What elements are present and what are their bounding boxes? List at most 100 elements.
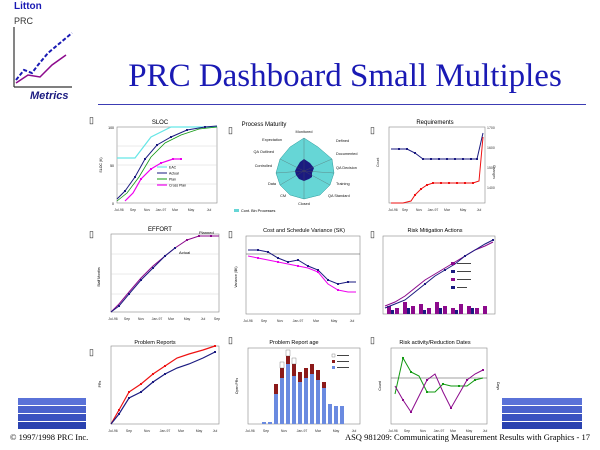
bullet-marker: ▯ [89,347,94,357]
svg-text:Jul-96: Jul-96 [243,319,253,323]
process-axis-label: CM [280,194,286,198]
svg-text:Sep: Sep [130,208,136,212]
svg-text:Jul: Jul [201,317,206,321]
problem-reports-chart: Problem Reports PRs Jul-96 Sep Nov Jan-97 M… [98,340,220,433]
sloc-legend-plan: Plan [169,178,176,182]
svg-text:Jan-97: Jan-97 [293,319,304,323]
bullet-marker: ▯ [89,229,94,239]
schedule-variance-markers [257,257,339,291]
svg-text:Sep: Sep [404,429,410,433]
sloc-title: SLOC [152,120,169,126]
risk-cumulative-markers [424,239,494,285]
svg-text:Mar: Mar [315,429,322,433]
svg-text:0: 0 [112,202,114,206]
svg-text:1700: 1700 [487,126,495,130]
effort-title: EFFORT [148,227,172,233]
svg-text:Nov: Nov [420,429,426,433]
svg-text:Mar: Mar [450,429,457,433]
svg-text:Jul: Jul [352,429,357,433]
svg-text:Sep: Sep [261,319,267,323]
sloc-plan-line [116,126,218,202]
problem-reports-closed-line [110,351,216,425]
effort-label-planned: Planned [199,230,214,235]
svg-text:May: May [196,429,203,433]
svg-text:Jul: Jul [477,208,482,212]
risk-cumulative-actual-line [384,239,494,309]
problem-age-title: Problem Report age [269,340,318,346]
svg-text:Nov: Nov [281,429,287,433]
bullet-marker: ▯ [370,335,375,345]
svg-text:Sep: Sep [124,317,130,321]
sloc-legend-actual: Actual [169,172,179,176]
bullet-marker: ▯ [228,335,233,345]
svg-text:Jul-96: Jul-96 [388,429,398,433]
sloc-legend-cross-plan: Cross Plan [169,184,186,188]
svg-text:Mar: Mar [313,319,320,323]
svg-text:Jul: Jul [207,208,212,212]
svg-text:Days: Days [496,382,500,390]
svg-text:Jul-96: Jul-96 [108,429,118,433]
sloc-eac-line [117,126,217,159]
process-axis-label: Data [268,182,277,186]
logo-tagline: Metrics [30,90,69,102]
svg-text:1400: 1400 [487,186,495,190]
bullet-marker: ▯ [228,229,233,239]
svg-text:Jan-97: Jan-97 [428,208,439,212]
svg-text:May: May [333,429,340,433]
problem-age-stacked-bars [262,349,344,424]
svg-text:SLOC (K): SLOC (K) [99,157,103,172]
process-axis-label: Training [336,182,350,186]
sloc-legend: EAC Actual Plan Cross Plan [157,166,186,188]
page-title: PRC Dashboard Small Multiples [128,58,562,94]
svg-text:Jul: Jul [350,319,355,323]
process-axis-label: Closed [298,202,310,206]
svg-text:Sep: Sep [214,317,220,321]
requirements-chart: Requirements Count Changes 1700 1600 1500 1… [376,120,496,212]
process-axis-label: QA Standard [328,194,350,198]
svg-text:Sep: Sep [263,429,269,433]
svg-text:1500: 1500 [487,166,495,170]
effort-actual-markers [118,247,176,307]
svg-text:Jan-97: Jan-97 [297,429,308,433]
logo-unit-name: PRC [14,16,34,26]
logo-graph-icon [13,27,73,88]
svg-text:May: May [188,208,195,212]
svg-text:Mar: Mar [444,208,451,212]
svg-text:Count: Count [376,158,380,167]
cost-variance-line [248,249,356,285]
process-title: Process Maturity [242,122,287,128]
requirements-total-line [391,132,484,160]
requirements-title: Requirements [416,120,453,126]
footer-citation: ASQ 981209: Communicating Measurement Re… [344,432,590,442]
svg-text:Sep: Sep [402,208,408,212]
svg-text:Jan-97: Jan-97 [152,317,163,321]
bullet-marker: ▯ [370,125,375,135]
process-actual-area [295,159,314,181]
svg-text:May: May [184,317,191,321]
svg-text:May: May [466,429,473,433]
svg-text:Nov: Nov [144,429,150,433]
svg-text:Jul-96: Jul-96 [388,208,398,212]
svg-text:Jan-97: Jan-97 [434,429,445,433]
svg-text:PRs: PRs [98,380,102,387]
svg-text:Jul-96: Jul-96 [245,429,255,433]
risk-activity-purple-line [394,369,484,413]
svg-text:50: 50 [110,164,114,168]
effort-planned-markers [186,235,212,241]
title-divider [98,104,586,105]
process-axis-label: QA Outlined [254,150,274,154]
sloc-chart: SLOC 100 50 0 SLOC (K) EAC Actual Plan [99,120,218,212]
svg-text:Nov: Nov [416,208,422,212]
risk-mitigation-title: Risk Mitigation Actions [407,228,462,234]
problem-reports-opened-markers [118,345,216,411]
risk-closed-bars [391,308,474,314]
requirements-changes-line [391,136,484,204]
svg-text:1600: 1600 [487,146,495,150]
bullet-marker: ▯ [228,125,233,135]
risk-activity-green-line [394,356,484,395]
svg-text:Changes: Changes [492,165,496,179]
svg-text:Jan-97: Jan-97 [160,429,171,433]
problem-reports-closed-markers [118,351,216,415]
svg-text:Nov: Nov [144,208,150,212]
requirements-total-markers [398,148,478,160]
